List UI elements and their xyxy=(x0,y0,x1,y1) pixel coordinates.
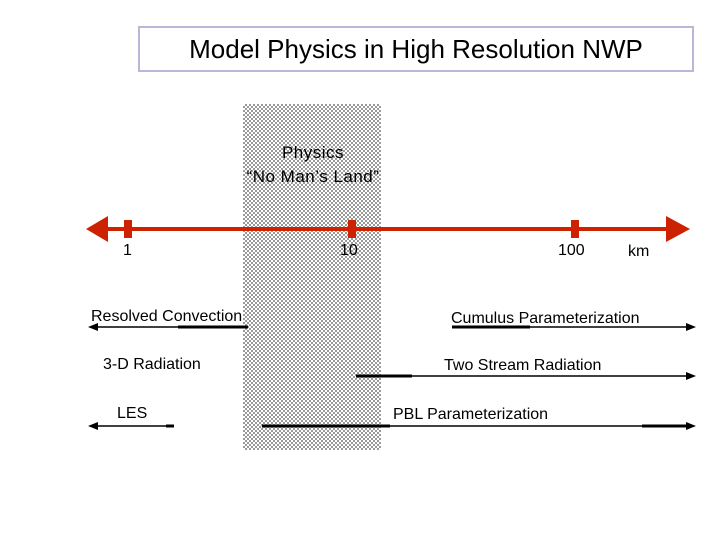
resolved-convection-label: Resolved Convection xyxy=(91,308,243,325)
zone-label-line1: Physics xyxy=(281,143,345,162)
diagram-title: Model Physics in High Resolution NWP xyxy=(138,26,694,72)
les-arrow xyxy=(88,422,174,430)
tick-10 xyxy=(348,220,356,238)
radiation-arrows xyxy=(356,372,696,380)
scale-axis xyxy=(86,216,690,242)
axis-left-arrowhead xyxy=(86,216,108,242)
tick-label-10: 10 xyxy=(340,242,358,259)
tick-label-100: 100 xyxy=(558,242,585,259)
les-label: LES xyxy=(117,405,148,422)
two-stream-label: Two Stream Radiation xyxy=(444,357,602,374)
cumulus-label: Cumulus Parameterization xyxy=(451,310,640,327)
tick-label-1: 1 xyxy=(123,242,132,259)
radiation-3d-label: 3-D Radiation xyxy=(103,356,201,373)
axis-right-arrowhead xyxy=(666,216,690,242)
cumulus-arrow xyxy=(452,323,696,331)
resolved-convection-arrow xyxy=(88,323,248,331)
tick-100 xyxy=(571,220,579,238)
pbl-arrow xyxy=(262,422,696,430)
unit-label: km xyxy=(628,243,650,260)
pbl-label: PBL Parameterization xyxy=(393,406,549,423)
zone-label-line2: “No Man’s Land” xyxy=(246,167,380,186)
no-mans-land-zone xyxy=(243,104,381,450)
tick-1 xyxy=(124,220,132,238)
no-mans-land-label: Physics “No Man’s Land” xyxy=(213,141,413,189)
